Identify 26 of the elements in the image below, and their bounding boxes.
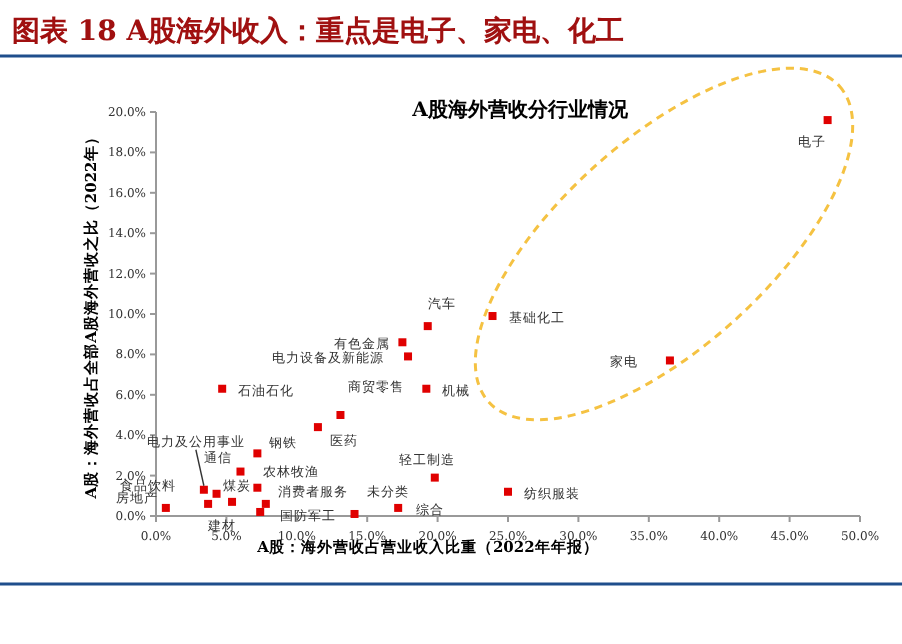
point [199,485,208,494]
point [218,384,227,393]
chart-subtitle: A股海外营收分行业情况 [410,98,630,122]
point [398,338,407,347]
point [423,322,432,331]
point [430,473,439,482]
point [256,507,265,516]
point [823,116,832,125]
point [313,423,322,432]
point [253,483,262,492]
point [261,499,270,508]
point [504,487,512,496]
point [253,449,262,458]
point [336,411,345,419]
point [394,503,403,512]
point [204,499,213,508]
point [350,509,359,518]
point [422,384,431,393]
point [665,356,674,365]
point [212,489,221,498]
point [488,312,497,321]
chart-title: 图表 18 A股海外收入：重点是电子、家电、化工 [12,14,625,48]
point [161,503,170,512]
point [404,352,413,361]
point [228,497,237,506]
point [236,467,245,476]
